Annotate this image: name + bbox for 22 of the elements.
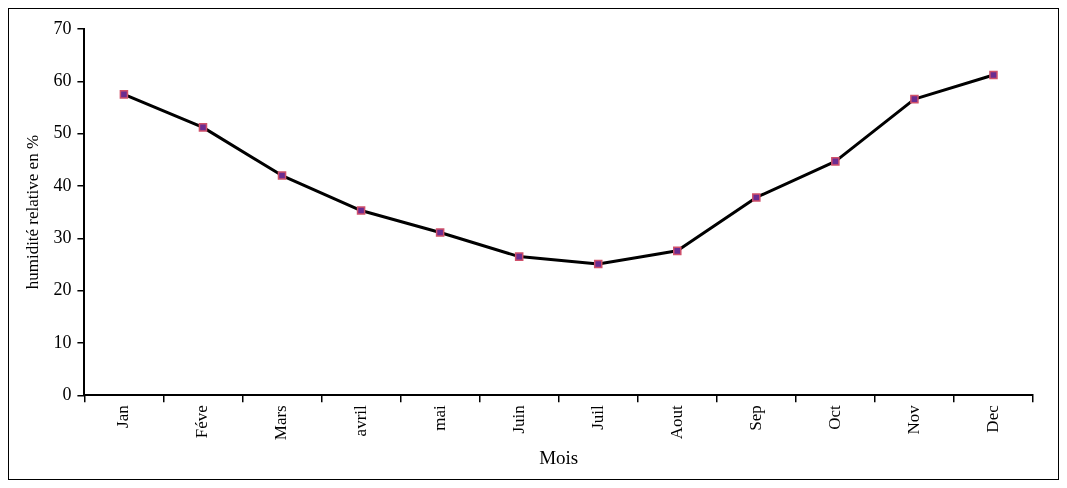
x-tick-label: Oct <box>824 404 844 430</box>
x-axis-title: Mois <box>539 446 579 468</box>
x-tick-label: Aout <box>666 404 686 440</box>
y-tick-label: 70 <box>53 17 72 38</box>
y-tick-label: 30 <box>53 227 72 248</box>
y-tick-label: 20 <box>53 279 72 300</box>
x-tick-label: Juin <box>508 404 528 434</box>
x-tick-label: Mars <box>271 405 291 441</box>
y-tick-label: 10 <box>53 331 72 352</box>
y-tick-label: 40 <box>53 174 72 195</box>
x-tick-label: avril <box>350 404 370 437</box>
y-axis-title: humidité relative en % <box>22 134 42 290</box>
x-tick-label: Jan <box>113 404 133 428</box>
x-tick-label: Dec <box>982 404 1002 433</box>
y-tick-label: 0 <box>62 384 72 404</box>
x-tick-label: Juil <box>587 404 607 430</box>
x-tick-label: mai <box>429 404 449 431</box>
x-tick-label: Nov <box>903 404 923 435</box>
x-tick-label: Sep <box>745 405 765 431</box>
y-tick-label: 50 <box>53 122 72 143</box>
x-tick-label: Féve <box>192 405 212 439</box>
y-tick-label: 60 <box>53 70 72 91</box>
